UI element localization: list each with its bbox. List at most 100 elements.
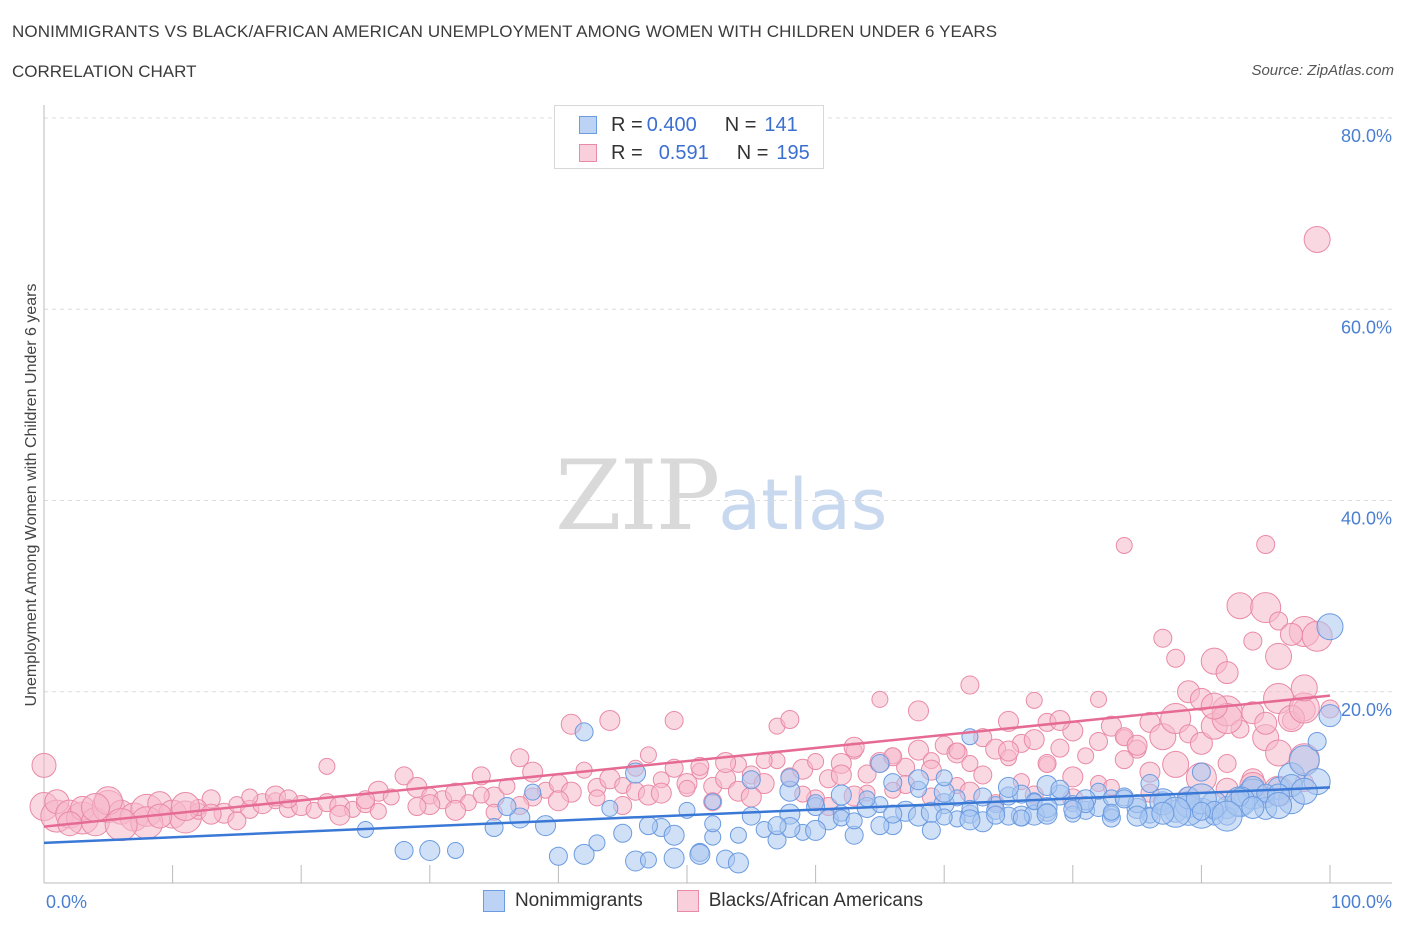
point-blacks xyxy=(664,710,684,730)
source-note: Source: ZipAtlas.com xyxy=(1251,62,1394,79)
point-nonimmigrants xyxy=(805,819,827,841)
point-nonimmigrants xyxy=(663,847,685,869)
point-blacks xyxy=(1189,731,1213,755)
point-nonimmigrants xyxy=(959,809,981,831)
point-nonimmigrants xyxy=(588,834,606,852)
point-blacks xyxy=(1114,750,1134,770)
point-nonimmigrants xyxy=(907,769,929,791)
point-blacks xyxy=(1049,709,1071,731)
point-blacks xyxy=(678,779,696,797)
point-blacks xyxy=(510,748,530,768)
trend-lines xyxy=(43,694,1331,845)
point-blacks xyxy=(960,675,980,695)
point-blacks xyxy=(907,739,929,761)
point-blacks xyxy=(1153,628,1173,648)
point-nonimmigrants xyxy=(573,843,595,865)
point-nonimmigrants xyxy=(935,808,953,826)
point-nonimmigrants xyxy=(767,816,787,836)
point-blacks xyxy=(1023,729,1045,751)
point-blacks xyxy=(1126,734,1148,756)
x-tick-label: 0.0% xyxy=(46,892,87,912)
point-blacks xyxy=(1269,611,1289,631)
point-blacks xyxy=(650,782,672,804)
point-blacks xyxy=(170,792,200,821)
legend-r-label: R = xyxy=(611,113,643,136)
point-blacks xyxy=(961,754,979,772)
point-blacks xyxy=(1090,690,1108,708)
legend-item-nonimmigrants: Nonimmigrants xyxy=(482,890,643,912)
point-blacks xyxy=(200,803,222,825)
legend-r-value: 0.591 xyxy=(658,141,709,164)
point-blacks xyxy=(1217,753,1237,773)
point-nonimmigrants xyxy=(1126,805,1148,827)
point-blacks xyxy=(780,709,800,729)
point-blacks xyxy=(973,765,993,785)
point-nonimmigrants xyxy=(1307,731,1327,751)
point-nonimmigrants xyxy=(1102,803,1120,821)
series-blacks-points xyxy=(29,225,1340,842)
point-blacks xyxy=(871,690,889,708)
point-blacks xyxy=(1265,642,1293,670)
point-nonimmigrants xyxy=(704,793,722,811)
y-tick-label: 80.0% xyxy=(1341,126,1392,146)
point-nonimmigrants xyxy=(1288,745,1320,777)
point-nonimmigrants xyxy=(729,826,747,844)
point-nonimmigrants xyxy=(1241,795,1265,819)
point-blacks xyxy=(690,756,710,776)
legend-r-label: R = xyxy=(611,141,643,164)
point-blacks xyxy=(1243,631,1263,651)
point-nonimmigrants xyxy=(484,818,504,838)
point-blacks xyxy=(329,804,351,826)
point-nonimmigrants xyxy=(1050,779,1070,799)
point-blacks xyxy=(1077,747,1095,765)
point-blacks xyxy=(998,740,1019,762)
point-blacks xyxy=(227,811,247,831)
point-blacks xyxy=(369,802,387,820)
legend-row-nonimmigrants: R = 0.400 N = 141 xyxy=(579,112,798,138)
point-blacks xyxy=(407,797,427,816)
point-nonimmigrants xyxy=(998,776,1019,798)
legend-label-nonimmigrants: Nonimmigrants xyxy=(514,890,643,911)
correlation-legend: R = 0.400 N = 141 R = 0.591 N = 195 xyxy=(554,105,824,169)
y-tick-label: 60.0% xyxy=(1341,317,1392,337)
point-blacks xyxy=(740,786,762,808)
point-blacks xyxy=(1162,750,1190,778)
watermark-atlas: atlas xyxy=(718,464,888,546)
point-nonimmigrants xyxy=(986,805,1006,825)
point-nonimmigrants xyxy=(574,722,594,742)
point-blacks xyxy=(1256,534,1276,554)
trend-line-blacks xyxy=(43,694,1331,828)
y-axis-label: Unemployment Among Women with Children U… xyxy=(23,283,40,706)
series-nonimmigrants-points xyxy=(357,613,1344,874)
point-nonimmigrants xyxy=(780,768,800,788)
point-blacks xyxy=(241,788,259,806)
point-nonimmigrants xyxy=(858,790,876,808)
point-blacks xyxy=(948,742,966,760)
point-nonimmigrants xyxy=(1191,762,1211,782)
point-nonimmigrants xyxy=(419,839,441,861)
point-nonimmigrants xyxy=(601,799,619,817)
point-nonimmigrants xyxy=(639,851,657,869)
legend-n-label: N = xyxy=(736,141,769,164)
point-blacks xyxy=(1279,622,1303,646)
chart-title: NONIMMIGRANTS VS BLACK/AFRICAN AMERICAN … xyxy=(12,22,998,41)
point-blacks xyxy=(1226,592,1254,620)
point-blacks xyxy=(998,710,1019,732)
point-blacks xyxy=(1290,674,1318,702)
point-blacks xyxy=(1254,711,1278,735)
point-nonimmigrants xyxy=(870,753,890,773)
point-blacks xyxy=(394,766,414,786)
point-nonimmigrants xyxy=(535,815,557,837)
point-blacks xyxy=(80,792,110,822)
point-nonimmigrants xyxy=(1318,704,1342,728)
point-blacks xyxy=(907,700,929,722)
point-nonimmigrants xyxy=(524,783,542,801)
point-nonimmigrants xyxy=(845,812,863,830)
point-nonimmigrants xyxy=(1191,801,1211,821)
point-blacks xyxy=(1215,661,1239,685)
legend-n-value: 195 xyxy=(776,141,810,164)
point-nonimmigrants xyxy=(1290,777,1318,805)
y-tick-label: 40.0% xyxy=(1341,509,1392,529)
point-blacks xyxy=(807,753,825,771)
